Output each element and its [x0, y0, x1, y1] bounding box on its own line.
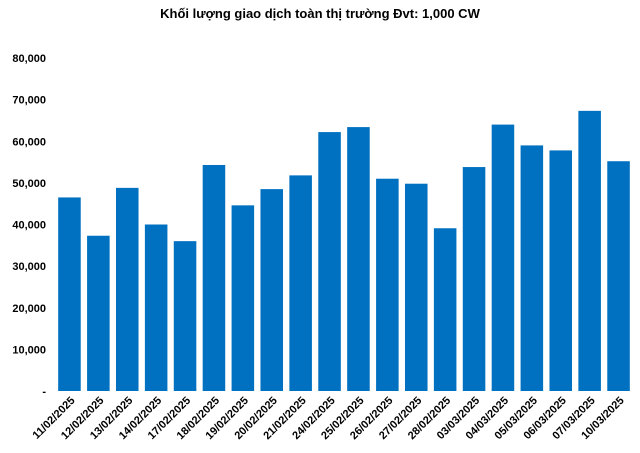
- bar: [433, 228, 457, 391]
- x-axis-tick-labels: 11/02/202512/02/202513/02/202514/02/2025…: [31, 395, 627, 442]
- bar: [404, 183, 428, 391]
- y-tick-label: 30,000: [12, 261, 46, 273]
- y-tick-label: 20,000: [12, 303, 46, 315]
- bar: [607, 161, 630, 391]
- bar: [462, 167, 486, 391]
- bar: [491, 124, 515, 391]
- y-tick-label: 10,000: [12, 344, 46, 356]
- bar: [173, 241, 197, 391]
- bar: [520, 145, 544, 391]
- y-tick-label: 80,000: [12, 53, 46, 65]
- bar: [87, 235, 110, 391]
- bar: [578, 110, 601, 392]
- chart-title: Khối lượng giao dịch toàn thị trường Đvt…: [160, 6, 480, 21]
- bar: [58, 197, 81, 391]
- bar: [144, 224, 168, 391]
- y-tick-label: 40,000: [12, 220, 46, 232]
- bar: [318, 132, 341, 391]
- bar: [289, 175, 312, 391]
- bar: [260, 189, 284, 391]
- bar: [115, 187, 139, 391]
- y-tick-label: 70,000: [12, 95, 46, 107]
- bar: [202, 164, 226, 391]
- y-tick-label: -: [42, 386, 46, 398]
- bar: [231, 205, 255, 391]
- bar: [549, 150, 573, 391]
- bars: [58, 110, 630, 392]
- y-tick-label: 50,000: [12, 178, 46, 190]
- bar: [347, 127, 370, 391]
- y-axis-tick-labels: - 10,000 20,000 30,000 40,000 50,000 60,000 70,…: [12, 53, 46, 398]
- bar: [376, 178, 399, 391]
- y-tick-label: 60,000: [12, 136, 46, 148]
